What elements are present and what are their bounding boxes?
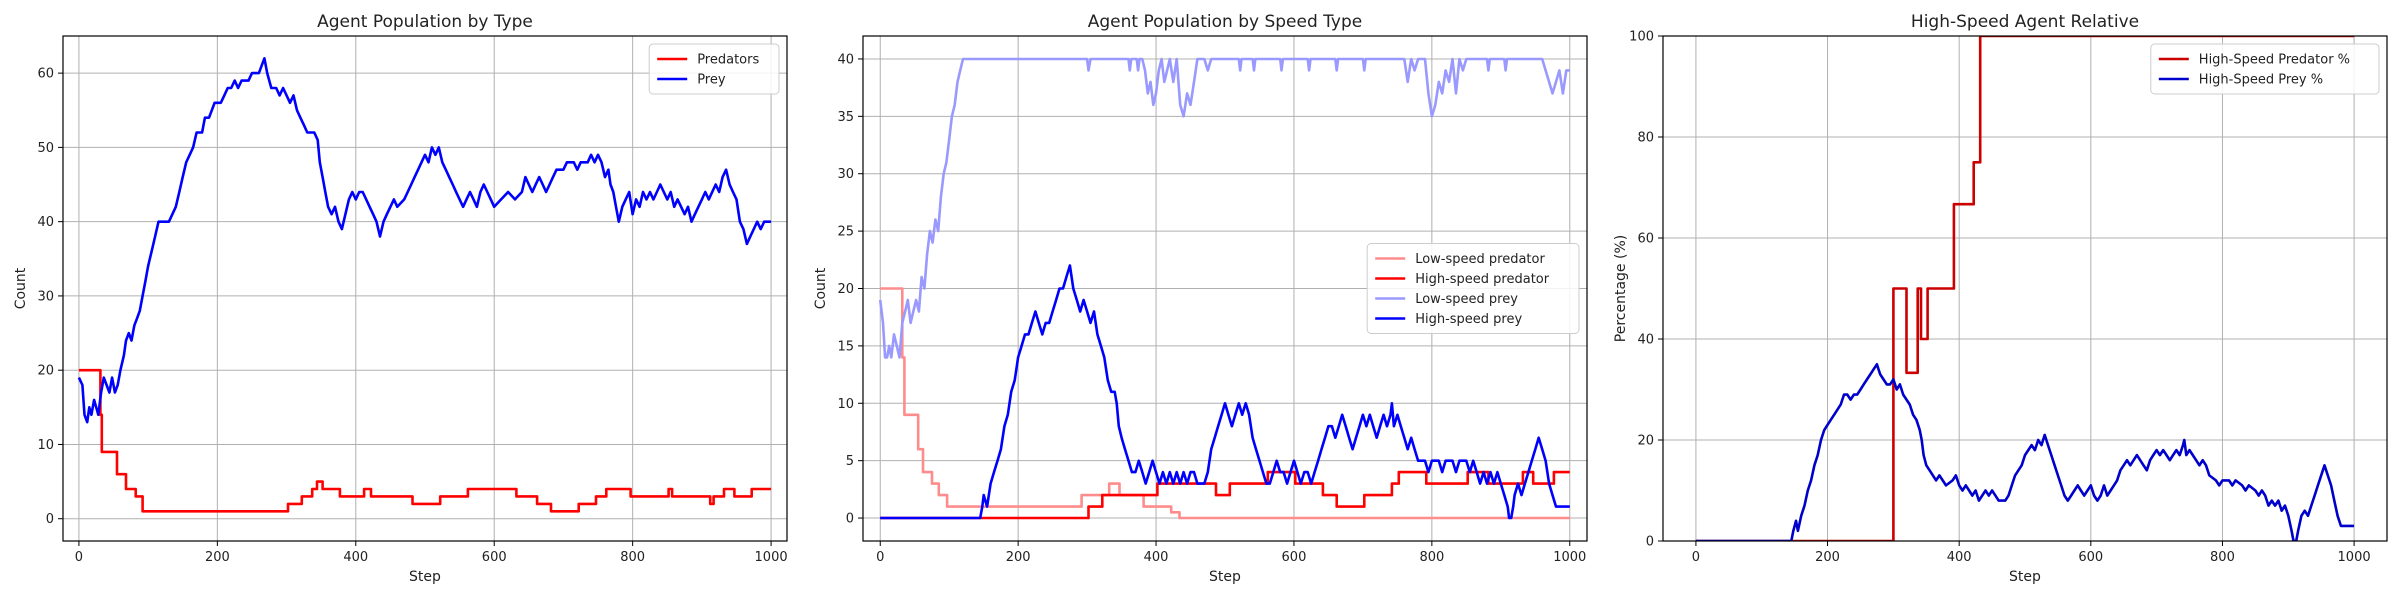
y-tick-label: 20 [1637, 434, 1654, 449]
x-tick-label: 600 [1282, 550, 1307, 565]
y-tick-label: 80 [1637, 131, 1654, 146]
plot-area [63, 36, 787, 541]
y-tick-label: 30 [837, 167, 854, 182]
legend-entry: High-speed predator [1415, 272, 1550, 287]
y-tick-label: 20 [37, 364, 54, 379]
x-tick-label: 400 [1947, 550, 1972, 565]
x-tick-label: 0 [75, 550, 83, 565]
series-line-high-speed-prey [880, 264, 1570, 520]
chart-3: 0 200 400 600 800 1000 0 20 40 60 80 100 High-Speed … [1613, 12, 2388, 585]
chart-2: 0 200 400 600 800 1000 0 5 10 15 20 25 30 35 40 Agent P… [813, 12, 1588, 585]
y-axis-label: Count [813, 267, 829, 309]
y-tick-label: 20 [837, 282, 854, 297]
x-axis-label: Step [409, 569, 441, 585]
x-axis-label: Step [2009, 569, 2041, 585]
x-tick-label: 1000 [755, 550, 788, 565]
chart-title: Agent Population by Type [317, 12, 533, 32]
legend: High-Speed Predator % High-Speed Prey % [2150, 43, 2380, 95]
x-tick-label: 0 [1692, 550, 1700, 565]
legend-entry: Low-speed predator [1415, 252, 1545, 267]
axes-frame [1662, 35, 2388, 542]
chart-title: High-Speed Agent Relative [1911, 12, 2139, 32]
y-tick-label: 0 [46, 512, 54, 527]
x-tick-label: 400 [1144, 550, 1169, 565]
legend-box [2150, 43, 2380, 95]
series-line-low-speed-predator [880, 287, 1570, 520]
x-tick-label: 800 [620, 550, 645, 565]
y-tick-label: 25 [837, 225, 854, 240]
series-line-prey [77, 57, 772, 424]
y-tick-label: 0 [846, 512, 854, 527]
chart-title: Agent Population by Speed Type [1088, 12, 1362, 32]
legend-entry: High-speed prey [1415, 312, 1522, 327]
y-tick-label: 100 [1629, 30, 1654, 45]
y-tick-label: 40 [837, 52, 854, 67]
legend: Predators Prey [648, 43, 780, 95]
legend-entry: High-Speed Predator % [2199, 53, 2350, 68]
x-tick-label: 200 [205, 550, 230, 565]
x-tick-label: 800 [2210, 550, 2235, 565]
x-tick-label: 1000 [1553, 550, 1586, 565]
y-tick-label: 10 [37, 438, 54, 453]
y-tick-label: 15 [837, 339, 854, 354]
legend-entry: Low-speed prey [1415, 292, 1518, 307]
x-tick-label: 200 [1815, 550, 1840, 565]
y-tick-label: 0 [1646, 535, 1654, 550]
y-tick-label: 50 [37, 141, 54, 156]
y-tick-label: 60 [1637, 232, 1654, 247]
legend-entry: High-Speed Prey % [2199, 73, 2323, 88]
y-tick-label: 5 [846, 454, 854, 469]
x-tick-label: 0 [876, 550, 884, 565]
x-tick-label: 1000 [2338, 550, 2371, 565]
axes-frame [62, 35, 788, 542]
y-tick-label: 40 [1637, 333, 1654, 348]
y-axis-label: Percentage (%) [1613, 235, 1629, 342]
x-tick-label: 600 [2078, 550, 2103, 565]
series-line-predators [78, 368, 772, 513]
x-tick-label: 800 [1419, 550, 1444, 565]
legend: Low-speed predator High-speed predator Low… [1366, 243, 1580, 334]
y-tick-label: 40 [37, 215, 54, 230]
series-line-high-speed-prey- [1695, 363, 2355, 541]
y-tick-label: 60 [37, 67, 54, 82]
y-tick-label: 30 [37, 289, 54, 304]
series-line-high-speed-predator- [1695, 36, 2355, 541]
x-axis-label: Step [1209, 569, 1241, 585]
legend-entry: Prey [697, 73, 726, 88]
x-tick-label: 600 [482, 550, 507, 565]
x-tick-label: 400 [343, 550, 368, 565]
y-tick-label: 10 [837, 397, 854, 412]
series-line-low-speed-prey [878, 57, 1570, 359]
legend-entry: Predators [697, 53, 759, 68]
y-axis-label: Count [13, 267, 29, 309]
plot-area [1663, 36, 2387, 541]
legend-box [1366, 243, 1580, 334]
x-tick-label: 200 [1006, 550, 1031, 565]
y-tick-label: 35 [837, 110, 854, 125]
chart-1: 0 200 400 600 800 1000 0 10 20 30 40 50 60 Agent Popu… [13, 12, 788, 585]
legend-box [648, 43, 780, 95]
